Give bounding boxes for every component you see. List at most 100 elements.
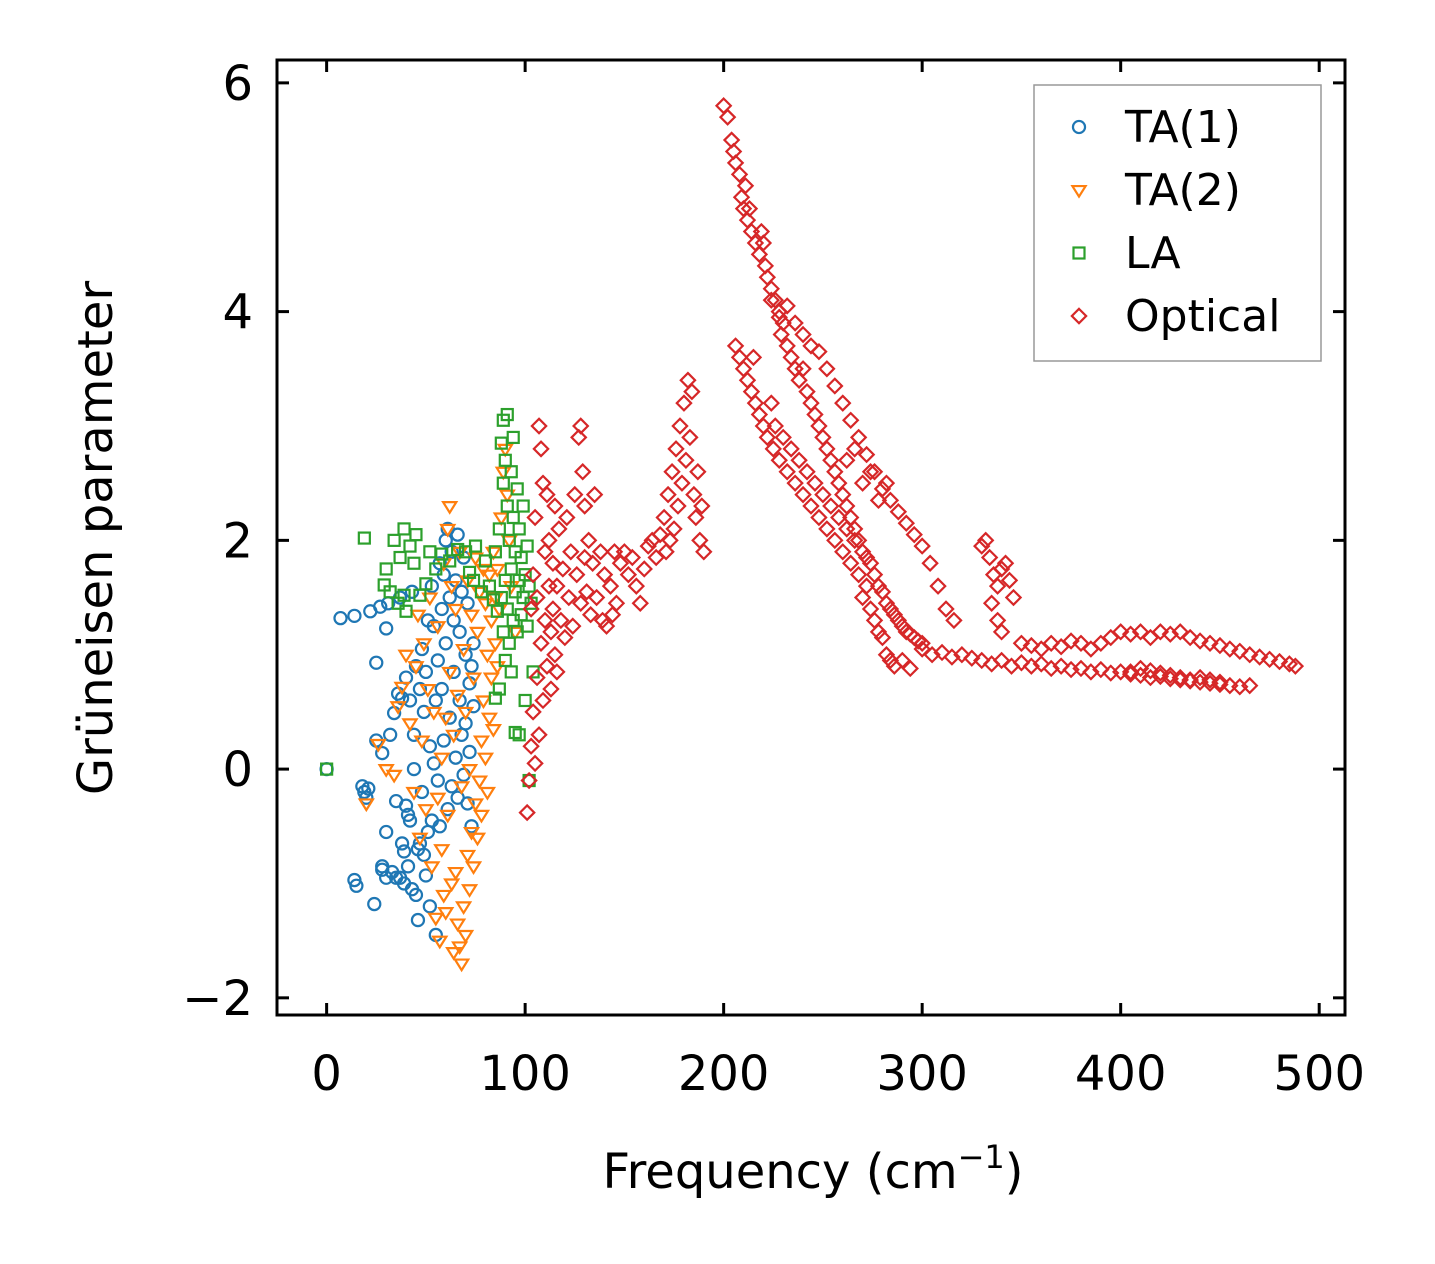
- data-point: [1181, 671, 1199, 689]
- data-point: [448, 750, 463, 765]
- data-point: [818, 360, 836, 378]
- data-point: [1082, 663, 1100, 681]
- data-point: [520, 771, 538, 790]
- data-point: [601, 577, 620, 595]
- data-point: [460, 884, 479, 898]
- x-tick-label: 400: [1075, 1046, 1167, 1102]
- data-point: [504, 665, 518, 679]
- data-point: [414, 784, 430, 800]
- data-point: [468, 832, 487, 847]
- data-point: [506, 430, 520, 445]
- data-point: [838, 520, 856, 538]
- data-point: [782, 440, 800, 458]
- data-point: [1171, 623, 1189, 641]
- data-point: [1032, 655, 1050, 673]
- data-point: [488, 661, 506, 675]
- data-point: [810, 342, 828, 361]
- data-point: [436, 733, 451, 748]
- data-point: [443, 581, 461, 595]
- data-point: [1151, 664, 1170, 682]
- data-point: [1161, 666, 1180, 685]
- data-point: [566, 485, 584, 504]
- data-point: [379, 621, 394, 636]
- data-point: [536, 611, 554, 630]
- data-point: [412, 681, 428, 697]
- data-point: [1072, 634, 1090, 652]
- data-point: [447, 866, 465, 881]
- data-point: [1270, 652, 1289, 671]
- data-point: [406, 761, 422, 777]
- data-point: [853, 588, 872, 607]
- data-point: [453, 958, 471, 973]
- data-point: [603, 605, 622, 624]
- data-point: [873, 628, 892, 647]
- data-point: [534, 691, 552, 710]
- data-point: [689, 463, 707, 481]
- data-point: [857, 445, 876, 464]
- data-point: [740, 199, 759, 218]
- y-tick-label: −2: [182, 971, 253, 1027]
- data-point: [416, 847, 432, 863]
- data-point: [404, 584, 420, 599]
- legend-label: LA: [1125, 228, 1181, 279]
- data-point: [437, 712, 455, 727]
- data-point: [681, 428, 699, 447]
- data-point: [885, 605, 904, 624]
- data-point: [500, 535, 518, 550]
- data-point: [973, 537, 991, 555]
- data-point: [673, 474, 691, 492]
- data-point: [492, 522, 506, 536]
- data-point: [530, 417, 548, 435]
- data-point: [683, 382, 701, 401]
- data-point: [1022, 657, 1041, 675]
- legend-label: Optical: [1125, 291, 1280, 342]
- data-point: [581, 605, 600, 624]
- data-point: [826, 531, 844, 550]
- data-point: [1052, 657, 1070, 675]
- data-point: [500, 407, 514, 422]
- series-optical: [518, 97, 1305, 822]
- data-point: [1211, 636, 1229, 655]
- data-point: [901, 659, 919, 678]
- legend-frame: [1033, 84, 1322, 362]
- data-point: [1241, 676, 1259, 695]
- data-point: [929, 577, 947, 595]
- data-point: [496, 476, 510, 490]
- data-point: [502, 636, 516, 650]
- legend-label: TA(2): [1124, 165, 1241, 216]
- data-point: [869, 491, 888, 510]
- data-point: [498, 489, 516, 504]
- data-point: [1111, 623, 1130, 641]
- x-axis-label-close: ): [1005, 1144, 1024, 1200]
- data-point: [830, 508, 848, 527]
- legend-marker: [1070, 184, 1088, 199]
- data-point: [369, 655, 384, 670]
- data-point: [432, 819, 447, 834]
- data-point: [455, 643, 473, 658]
- data-point: [845, 440, 864, 458]
- data-point: [877, 594, 896, 612]
- data-point: [379, 824, 394, 840]
- data-point: [379, 562, 393, 576]
- data-point: [522, 579, 536, 593]
- data-point: [667, 440, 685, 458]
- data-point: [1231, 642, 1249, 661]
- data-point: [841, 411, 860, 429]
- data-point: [398, 798, 414, 813]
- data-point: [774, 428, 792, 447]
- data-point: [774, 314, 792, 332]
- data-point: [595, 565, 614, 584]
- data-point: [450, 527, 465, 542]
- data-point: [418, 868, 434, 883]
- data-point: [893, 651, 912, 670]
- data-point: [385, 769, 403, 784]
- data-point: [897, 514, 915, 532]
- data-point: [548, 577, 566, 595]
- data-point: [542, 623, 560, 641]
- data-point: [861, 463, 880, 481]
- data-point: [544, 600, 562, 618]
- data-point: [542, 680, 560, 698]
- data-point: [575, 548, 594, 567]
- data-point: [393, 681, 411, 696]
- data-point: [528, 588, 546, 607]
